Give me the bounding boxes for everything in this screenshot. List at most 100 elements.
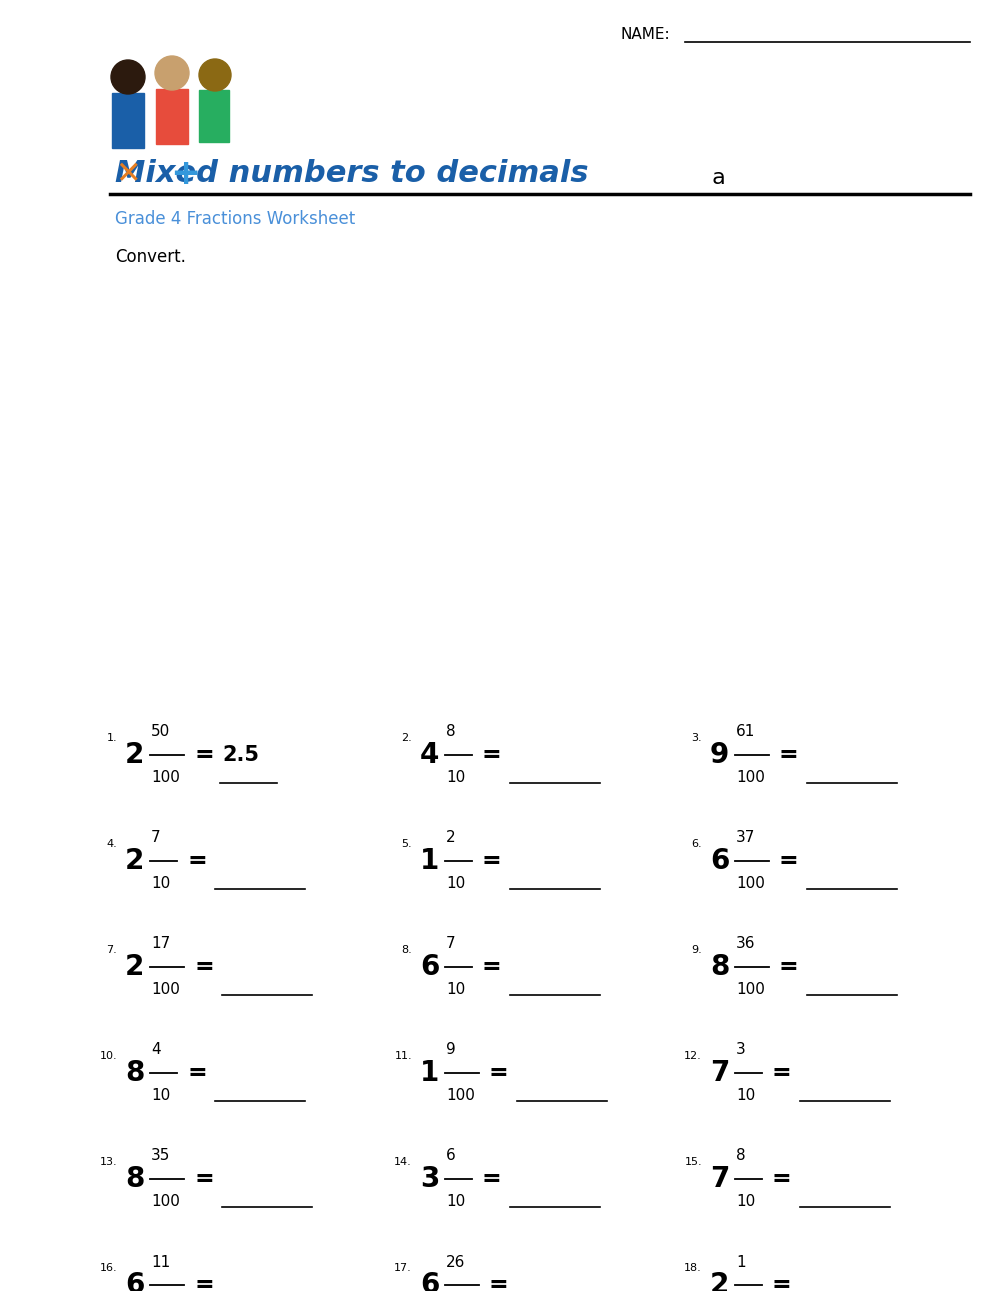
Bar <box>112 93 144 148</box>
Text: =: = <box>482 955 502 979</box>
Text: 1: 1 <box>420 1059 439 1087</box>
Text: 8: 8 <box>736 1149 746 1163</box>
Text: 8.: 8. <box>401 945 412 955</box>
Text: 15.: 15. <box>684 1157 702 1167</box>
Text: 8: 8 <box>125 1164 144 1193</box>
Text: =: = <box>187 1061 207 1084</box>
Text: a: a <box>705 168 726 188</box>
Text: 4: 4 <box>151 1043 161 1057</box>
Text: Mixed numbers to decimals: Mixed numbers to decimals <box>115 159 588 188</box>
Text: =: = <box>482 849 502 873</box>
Text: 2: 2 <box>125 847 144 875</box>
Text: 2: 2 <box>125 741 144 769</box>
Text: 16.: 16. <box>99 1263 117 1273</box>
Bar <box>156 89 188 145</box>
Text: 50: 50 <box>151 724 170 740</box>
Text: =: = <box>779 744 799 767</box>
Text: =: = <box>194 1273 214 1291</box>
Text: =: = <box>779 849 799 873</box>
Text: 11: 11 <box>151 1255 170 1269</box>
Text: 9: 9 <box>446 1043 456 1057</box>
Text: 6: 6 <box>420 1272 439 1291</box>
Text: 2.: 2. <box>401 733 412 744</box>
Text: 35: 35 <box>151 1149 170 1163</box>
Text: 11.: 11. <box>394 1051 412 1061</box>
Text: 100: 100 <box>151 982 180 998</box>
Text: 2: 2 <box>446 830 456 846</box>
Text: 8: 8 <box>446 724 456 740</box>
Text: =: = <box>489 1061 509 1084</box>
Text: 6: 6 <box>710 847 729 875</box>
Text: 6: 6 <box>125 1272 144 1291</box>
Text: 14.: 14. <box>394 1157 412 1167</box>
Text: 10: 10 <box>736 1194 755 1210</box>
Text: 5.: 5. <box>401 839 412 849</box>
Text: 10: 10 <box>446 877 465 892</box>
Text: 8: 8 <box>710 953 729 981</box>
Text: =: = <box>194 955 214 979</box>
Text: 2: 2 <box>125 953 144 981</box>
Text: 9: 9 <box>710 741 729 769</box>
Text: 7: 7 <box>446 936 456 951</box>
Text: 4.: 4. <box>106 839 117 849</box>
Text: 10: 10 <box>446 1194 465 1210</box>
Text: 100: 100 <box>736 982 765 998</box>
Text: 17: 17 <box>151 936 170 951</box>
Text: 2.5: 2.5 <box>222 745 259 766</box>
Text: 6: 6 <box>446 1149 456 1163</box>
Text: 100: 100 <box>151 771 180 785</box>
Text: 37: 37 <box>736 830 755 846</box>
Text: 7: 7 <box>710 1059 729 1087</box>
Text: =: = <box>772 1061 792 1084</box>
Text: =: = <box>772 1167 792 1192</box>
Text: 12.: 12. <box>684 1051 702 1061</box>
Text: =: = <box>194 744 214 767</box>
Text: Grade 4 Fractions Worksheet: Grade 4 Fractions Worksheet <box>115 210 355 229</box>
Text: =: = <box>772 1273 792 1291</box>
Text: 3.: 3. <box>691 733 702 744</box>
Text: ✕: ✕ <box>115 160 140 188</box>
Text: =: = <box>489 1273 509 1291</box>
Text: 1: 1 <box>420 847 439 875</box>
Text: 7: 7 <box>151 830 161 846</box>
Text: 4: 4 <box>420 741 439 769</box>
Text: =: = <box>482 1167 502 1192</box>
Text: 36: 36 <box>736 936 756 951</box>
Text: 10: 10 <box>151 877 170 892</box>
Bar <box>199 90 229 142</box>
Text: NAME:: NAME: <box>620 27 670 43</box>
Text: 26: 26 <box>446 1255 465 1269</box>
Text: 100: 100 <box>736 877 765 892</box>
Text: +: + <box>170 158 200 191</box>
Circle shape <box>155 56 189 90</box>
Text: 100: 100 <box>736 771 765 785</box>
Text: 61: 61 <box>736 724 755 740</box>
Text: 13.: 13. <box>99 1157 117 1167</box>
Text: 8: 8 <box>125 1059 144 1087</box>
Circle shape <box>111 59 145 94</box>
Text: 3: 3 <box>420 1164 439 1193</box>
Text: 9.: 9. <box>691 945 702 955</box>
Text: 2: 2 <box>710 1272 729 1291</box>
Text: 100: 100 <box>151 1194 180 1210</box>
Text: 1: 1 <box>736 1255 746 1269</box>
Text: 100: 100 <box>446 1088 475 1104</box>
Text: 7.: 7. <box>106 945 117 955</box>
Text: 10.: 10. <box>99 1051 117 1061</box>
Circle shape <box>199 59 231 90</box>
Text: 3: 3 <box>736 1043 746 1057</box>
Text: 18.: 18. <box>684 1263 702 1273</box>
Text: =: = <box>779 955 799 979</box>
Text: 6.: 6. <box>691 839 702 849</box>
Text: 1.: 1. <box>106 733 117 744</box>
Text: =: = <box>194 1167 214 1192</box>
Text: 10: 10 <box>151 1088 170 1104</box>
Text: 7: 7 <box>710 1164 729 1193</box>
Text: 10: 10 <box>736 1088 755 1104</box>
Text: Convert.: Convert. <box>115 248 186 266</box>
Text: 6: 6 <box>420 953 439 981</box>
Text: =: = <box>187 849 207 873</box>
Text: 17.: 17. <box>394 1263 412 1273</box>
Text: 10: 10 <box>446 771 465 785</box>
Text: =: = <box>482 744 502 767</box>
